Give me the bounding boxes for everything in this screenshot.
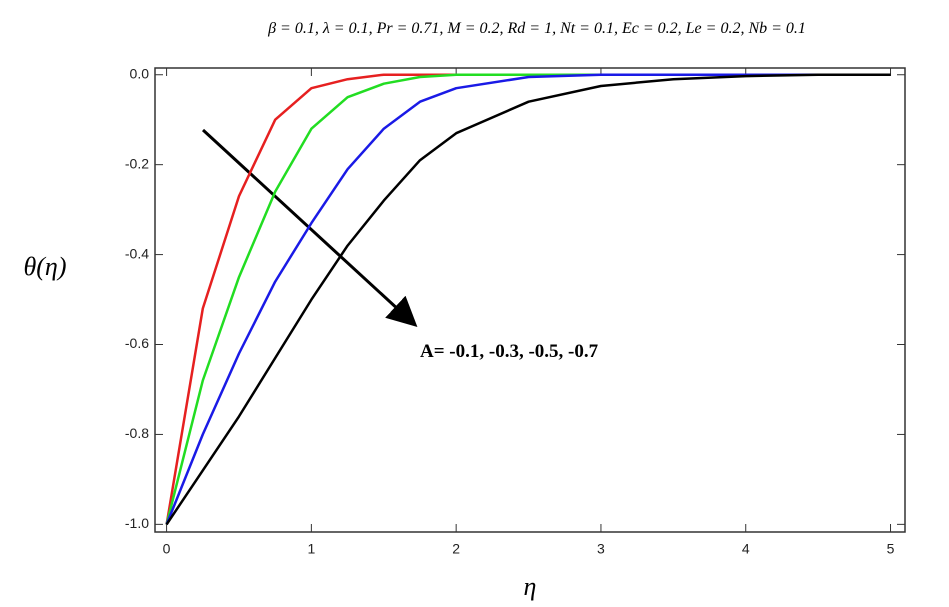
x-axis-label: η [524, 572, 537, 601]
y-tick-label: 0.0 [130, 65, 150, 81]
series-line [165, 73, 891, 525]
series-line [165, 73, 891, 526]
annotation: A= -0.1, -0.3, -0.5, -0.7 [420, 341, 599, 362]
x-tick-label: 5 [887, 541, 895, 557]
plot-frame [154, 67, 906, 533]
y-tick-label: -1.0 [125, 515, 149, 531]
y-tick-label: -0.6 [125, 335, 149, 351]
y-tick-label: -0.8 [125, 425, 149, 441]
series-line [165, 73, 891, 525]
x-tick-label: 3 [597, 541, 605, 557]
x-tick-label: 2 [452, 541, 460, 557]
x-tick-label: 0 [163, 541, 171, 557]
x-tick-label: 1 [307, 541, 315, 557]
y-tick-label: -0.4 [125, 245, 149, 261]
chart-title: β = 0.1, λ = 0.1, Pr = 0.71, M = 0.2, Rd… [267, 20, 806, 37]
y-axis-label: θ(η) [24, 252, 67, 281]
x-tick-label: 4 [742, 541, 750, 557]
y-tick-label: -0.2 [125, 155, 149, 171]
series-line [165, 73, 891, 525]
